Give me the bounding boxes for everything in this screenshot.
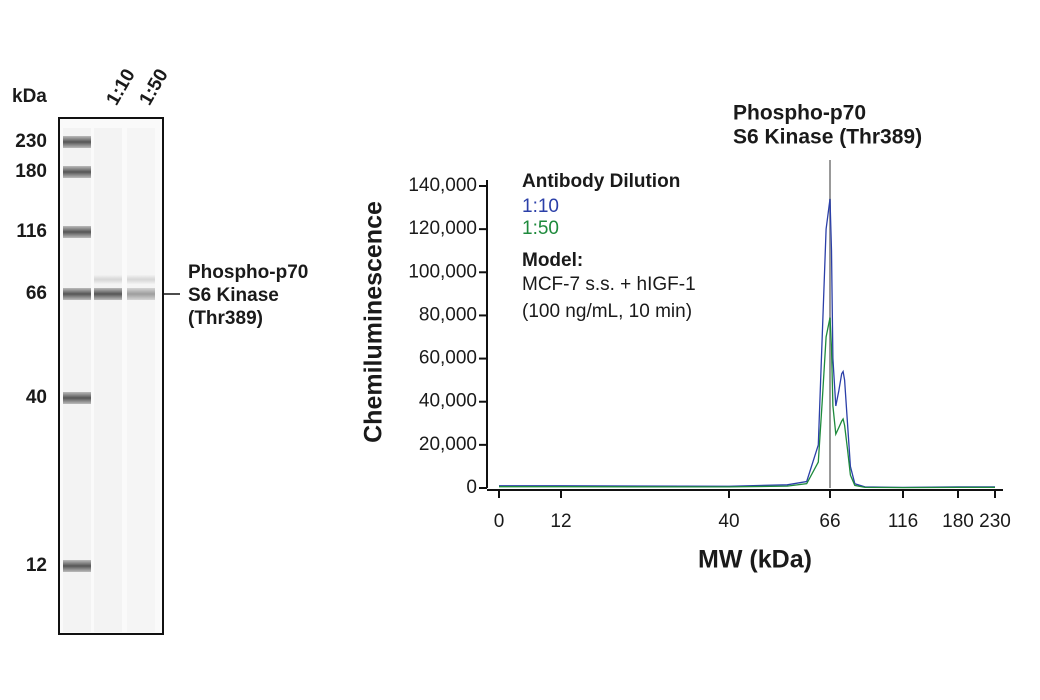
- y-tick-label: 100,000: [408, 261, 477, 282]
- sample-band: [127, 288, 155, 300]
- blot: kDa 230 180 116 66 40 12 1:101:50 Phospho-p70S6…: [12, 66, 308, 635]
- ladder-label: 40: [26, 387, 47, 408]
- ladder-label: 116: [16, 221, 47, 242]
- ladder-band: [63, 560, 91, 572]
- annotation: S6 Kinase (Thr389): [733, 126, 922, 149]
- y-tick-label: 80,000: [419, 304, 477, 325]
- y-tick-label: 40,000: [419, 391, 477, 412]
- ladder-label: 230: [15, 131, 47, 152]
- band-label: (Thr389): [188, 308, 263, 329]
- y-tick-label: 60,000: [419, 348, 477, 369]
- ladder-label: 66: [26, 283, 47, 304]
- lane-label: 1:10: [102, 66, 139, 109]
- annotation: Phospho-p70: [733, 102, 866, 125]
- model-title: Model:: [522, 250, 583, 271]
- lane-label: 1:50: [135, 66, 172, 109]
- unit-label: kDa: [12, 86, 47, 107]
- ladder-label: 180: [15, 161, 47, 182]
- x-tick-label: 180: [942, 511, 974, 532]
- y-tick-label: 20,000: [419, 434, 477, 455]
- sample-band: [94, 288, 122, 300]
- faint-band: [127, 275, 155, 284]
- series-line: [499, 317, 995, 489]
- y-tick-label: 140,000: [408, 175, 477, 196]
- x-tick-label: 230: [979, 511, 1011, 532]
- series-line: [499, 198, 995, 489]
- legend-entry: 1:50: [522, 218, 559, 239]
- ladder-band: [63, 288, 91, 300]
- x-tick-label: 66: [819, 511, 840, 532]
- ladder-band: [63, 136, 91, 148]
- x-tick-label: 12: [550, 511, 571, 532]
- x-tick-label: 0: [494, 511, 505, 532]
- chart: 0 20,000 40,000 60,000 80,000 100,000 120,000 1…: [360, 102, 1011, 574]
- ladder-band: [63, 226, 91, 238]
- model-text: (100 ng/mL, 10 min): [522, 301, 692, 322]
- ladder-band: [63, 392, 91, 404]
- y-tick-label: 0: [466, 477, 477, 498]
- y-tick-label: 120,000: [408, 218, 477, 239]
- sample-lane: [127, 128, 155, 632]
- x-tick-label: 116: [888, 511, 918, 532]
- x-tick-label: 40: [718, 511, 739, 532]
- band-label: Phospho-p70: [188, 262, 308, 283]
- band-label: S6 Kinase: [188, 285, 279, 306]
- ladder-label: 12: [26, 555, 47, 576]
- ladder-band: [63, 166, 91, 178]
- model-text: MCF-7 s.s. + hIGF-1: [522, 274, 696, 295]
- y-axis-title: Chemiluminescence: [360, 201, 388, 443]
- faint-band: [94, 275, 122, 284]
- legend-title: Antibody Dilution: [522, 171, 680, 192]
- ladder-lane: [63, 128, 91, 632]
- x-axis-title: MW (kDa): [698, 546, 812, 574]
- legend-entry: 1:10: [522, 196, 559, 217]
- sample-lane: [94, 128, 122, 632]
